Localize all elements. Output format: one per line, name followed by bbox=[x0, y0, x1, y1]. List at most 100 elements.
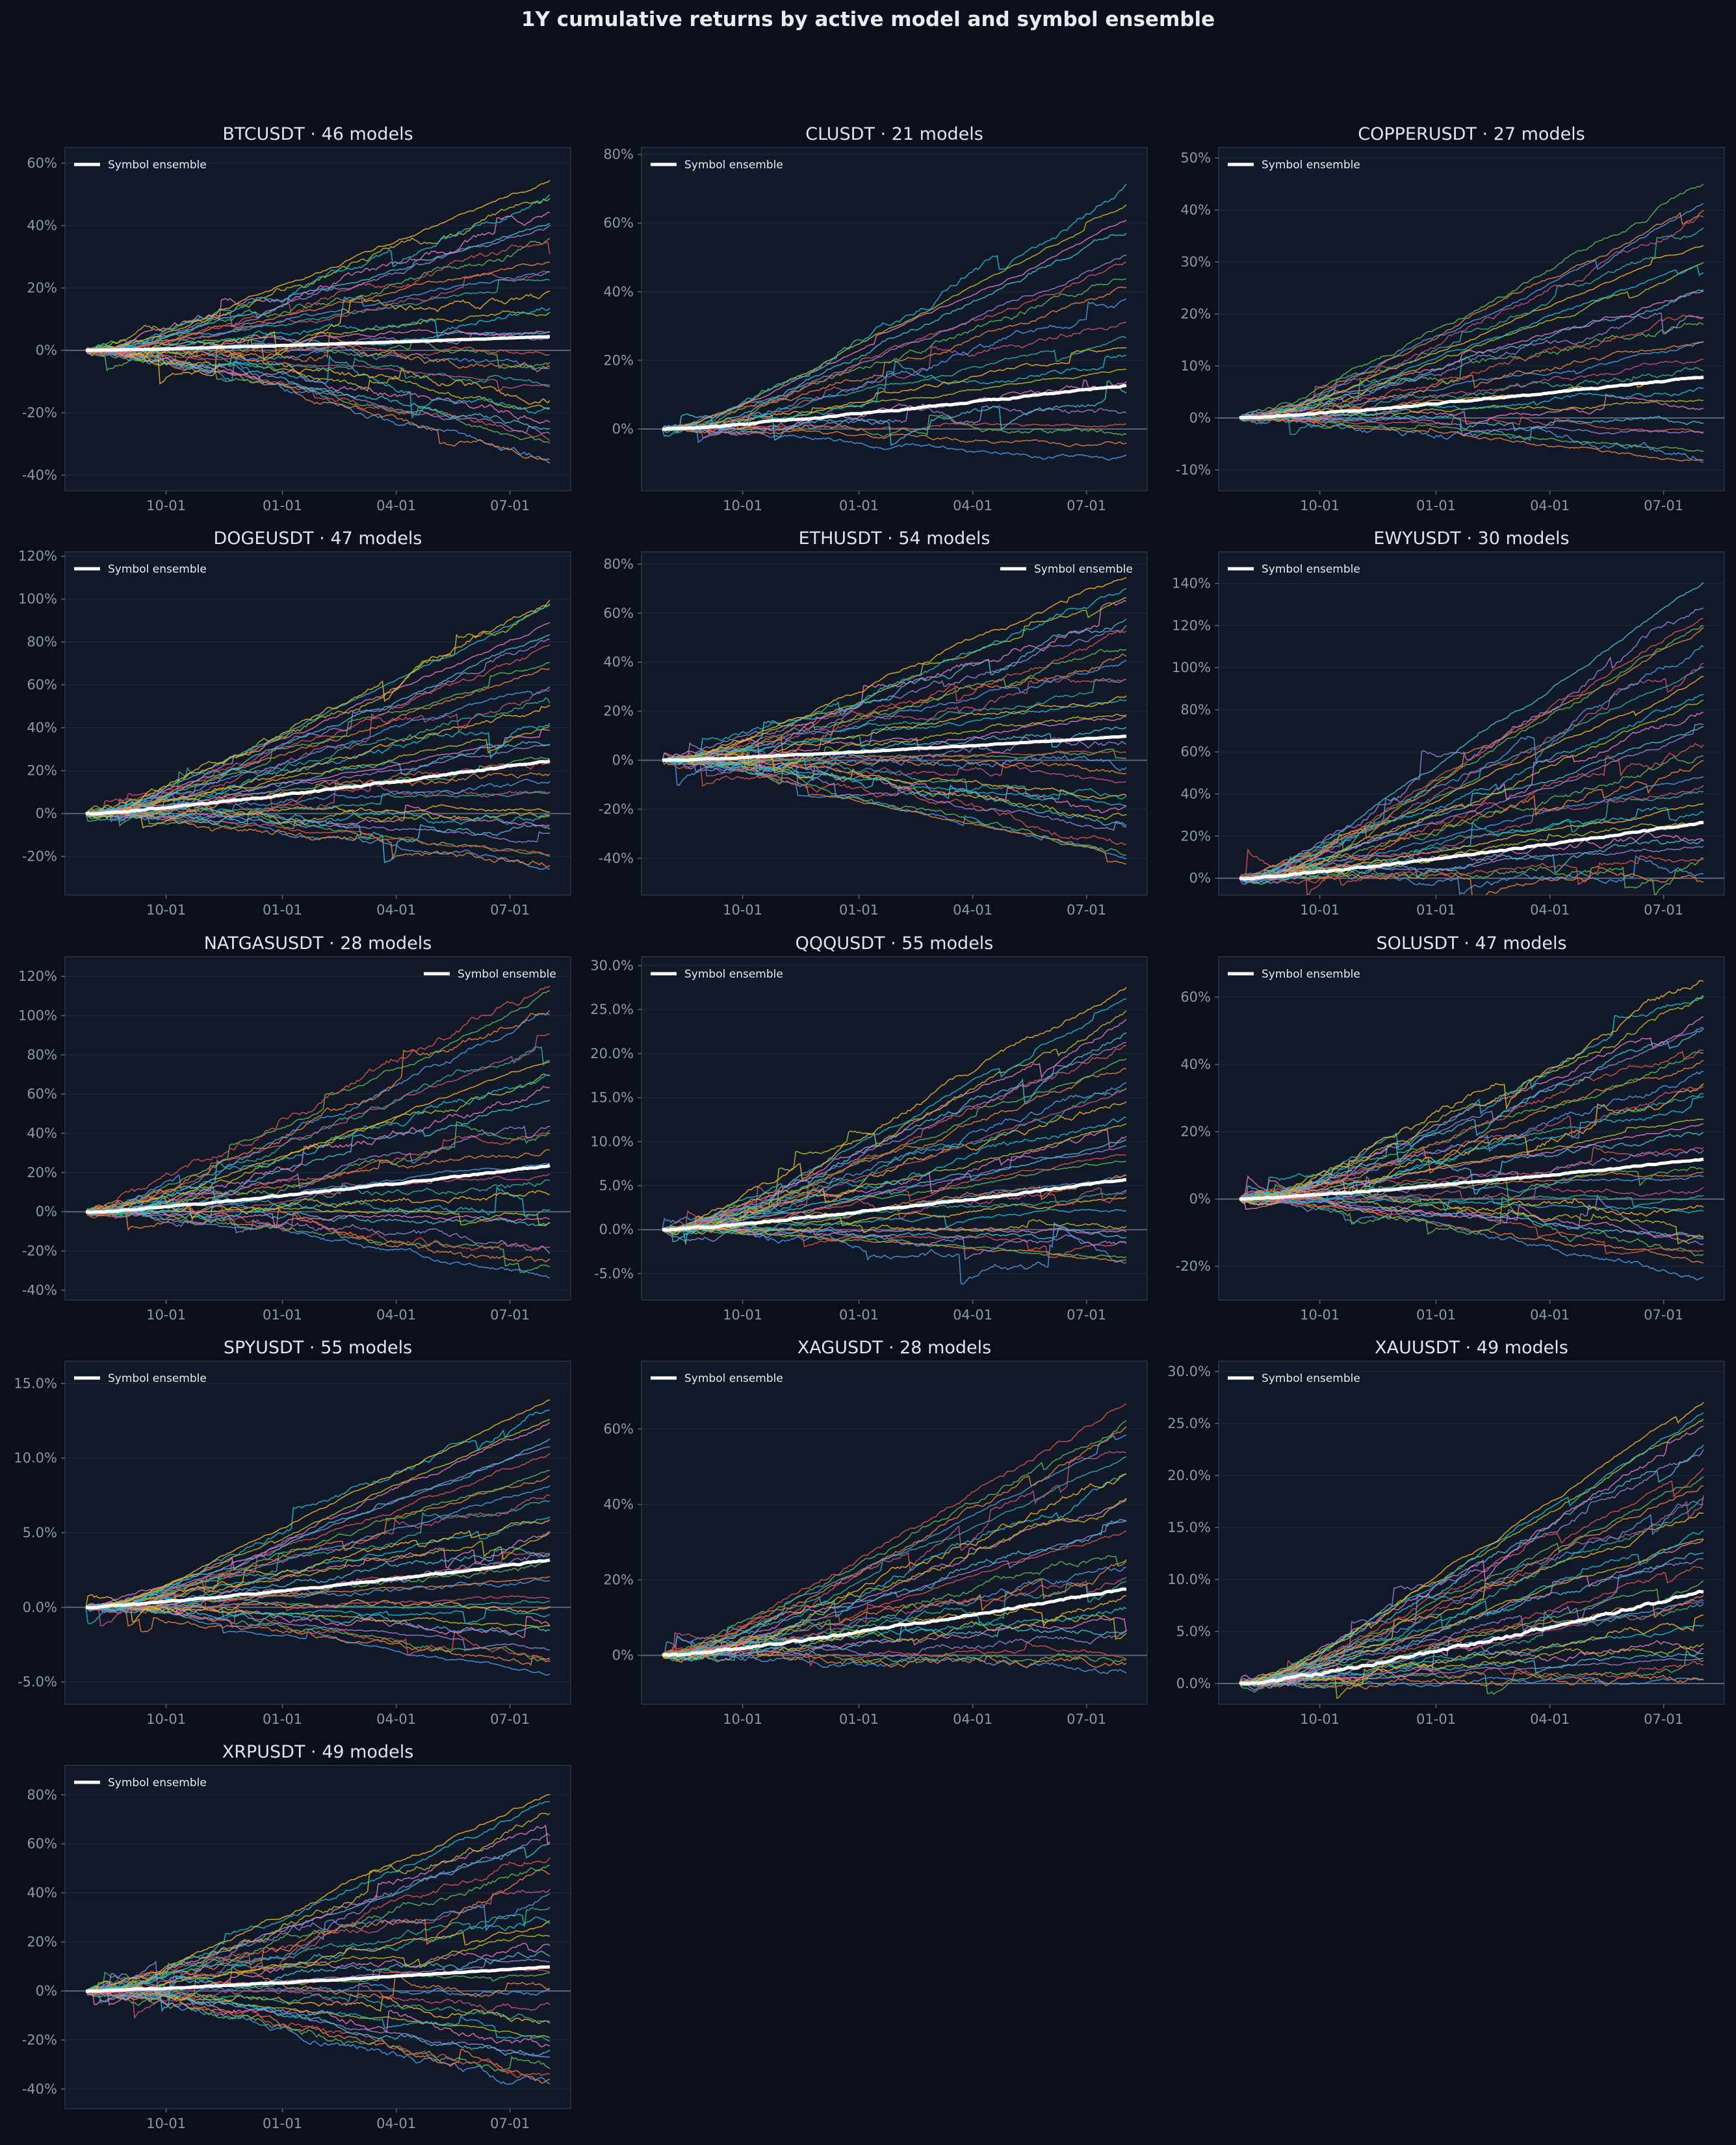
chart-title: COPPERUSDT · 27 models bbox=[1358, 124, 1585, 144]
model-series-line bbox=[85, 1559, 551, 1613]
model-series-line bbox=[662, 1617, 1127, 1660]
y-tick-label: 100% bbox=[18, 1008, 57, 1024]
x-tick-label: 10-01 bbox=[723, 498, 762, 514]
legend: Symbol ensemble bbox=[651, 1372, 783, 1385]
model-series-line bbox=[85, 729, 551, 814]
legend-label: Symbol ensemble bbox=[108, 1372, 207, 1385]
legend-label: Symbol ensemble bbox=[108, 563, 207, 576]
model-series-line bbox=[1239, 227, 1704, 422]
ensemble-line bbox=[662, 1178, 1127, 1232]
chart-title: XRPUSDT · 49 models bbox=[222, 1742, 414, 1762]
model-series-line bbox=[662, 1606, 1127, 1662]
model-series-line bbox=[85, 985, 551, 1219]
model-series-line bbox=[85, 1475, 551, 1608]
y-tick-label: 120% bbox=[18, 968, 57, 984]
model-series-line bbox=[85, 1919, 551, 1993]
model-series-line bbox=[662, 261, 1127, 431]
y-tick-label: 40% bbox=[1180, 202, 1211, 218]
chart-panel: XRPUSDT · 49 models -40% -20% 0% 20% 40% 60% 80… bbox=[22, 1742, 571, 2131]
model-series-line bbox=[662, 1116, 1127, 1235]
model-series-line bbox=[1239, 1401, 1704, 1686]
series-group bbox=[662, 183, 1127, 461]
model-series-line bbox=[85, 1125, 551, 1214]
model-series-line bbox=[662, 1450, 1127, 1658]
model-series-line bbox=[1239, 1194, 1704, 1245]
model-series-line bbox=[662, 597, 1127, 762]
y-tick-label: 40% bbox=[603, 1496, 634, 1512]
x-tick-label: 07-01 bbox=[1644, 1711, 1683, 1727]
model-series-line bbox=[85, 348, 551, 410]
model-series-line bbox=[85, 1485, 551, 1608]
model-series-line bbox=[1239, 1676, 1704, 1689]
model-series-line bbox=[85, 350, 551, 391]
x-tick-label: 04-01 bbox=[1530, 1711, 1570, 1727]
y-tick-label: 80% bbox=[27, 1047, 57, 1063]
model-series-line bbox=[1239, 865, 1704, 895]
legend-label: Symbol ensemble bbox=[108, 159, 207, 172]
model-series-line bbox=[85, 1553, 551, 1614]
model-series-line bbox=[662, 998, 1126, 1230]
y-tick-label: -20% bbox=[1176, 1258, 1211, 1274]
y-tick-label: -40% bbox=[22, 2081, 57, 2097]
x-tick-label: 01-01 bbox=[839, 1307, 879, 1323]
y-tick-label: 0% bbox=[612, 753, 634, 768]
model-series-line bbox=[662, 1190, 1127, 1233]
y-tick-label: 80% bbox=[27, 634, 57, 650]
chart-panel: EWYUSDT · 30 models 0% 20% 40% 60% 80% 100% 120… bbox=[1172, 528, 1725, 918]
model-series-line bbox=[85, 211, 551, 355]
y-tick-label: 20% bbox=[603, 703, 634, 719]
x-tick-label: 07-01 bbox=[1644, 902, 1683, 918]
y-tick-label: 40% bbox=[27, 1126, 57, 1141]
chart-title: DOGEUSDT · 47 models bbox=[213, 528, 422, 549]
y-tick-label: -40% bbox=[22, 1282, 57, 1298]
y-tick-label: 60% bbox=[603, 1421, 634, 1436]
y-tick-label: 0% bbox=[1189, 1191, 1211, 1207]
model-series-line bbox=[1239, 1418, 1704, 1684]
ensemble-line bbox=[1239, 375, 1704, 420]
chart-panel: QQQUSDT · 55 models -5.0% 0.0% 5.0% 10.0% 15.… bbox=[590, 933, 1148, 1323]
model-series-line bbox=[662, 354, 1127, 430]
x-tick-label: 01-01 bbox=[263, 1307, 302, 1323]
y-tick-label: 80% bbox=[1180, 702, 1211, 718]
model-series-line bbox=[85, 1074, 551, 1217]
y-tick-label: -40% bbox=[599, 850, 634, 866]
y-tick-label: 20% bbox=[27, 1934, 57, 1950]
model-series-line bbox=[662, 759, 1127, 784]
model-series-line bbox=[85, 1073, 551, 1212]
y-tick-label: 15.0% bbox=[14, 1375, 57, 1391]
y-tick-label: 15.0% bbox=[590, 1090, 634, 1106]
model-series-line bbox=[662, 1197, 1127, 1231]
model-series-line bbox=[662, 1042, 1126, 1232]
model-series-line bbox=[85, 1984, 551, 2025]
x-tick-label: 04-01 bbox=[376, 2116, 416, 2131]
figure-title: 1Y cumulative returns by active model an… bbox=[521, 8, 1215, 31]
model-series-line bbox=[85, 1800, 551, 1993]
model-series-line bbox=[85, 1470, 551, 1609]
y-tick-label: 5.0% bbox=[1176, 1624, 1211, 1639]
model-series-line bbox=[1239, 627, 1704, 879]
model-series-line bbox=[85, 343, 551, 405]
ensemble-line bbox=[85, 1965, 551, 1993]
plot-area bbox=[64, 551, 571, 896]
y-tick-label: 60% bbox=[1180, 989, 1211, 1005]
model-series-line bbox=[1239, 1643, 1704, 1699]
y-tick-label: -10% bbox=[1176, 462, 1211, 478]
ensemble-line bbox=[85, 759, 551, 816]
model-series-line bbox=[86, 1865, 551, 1992]
model-series-line bbox=[1239, 1197, 1704, 1255]
x-tick-label: 07-01 bbox=[1644, 498, 1683, 514]
model-series-line bbox=[1239, 183, 1704, 419]
model-series-line bbox=[662, 1019, 1127, 1232]
model-series-line bbox=[85, 779, 551, 816]
series-group bbox=[85, 599, 551, 870]
x-tick-label: 10-01 bbox=[1300, 498, 1340, 514]
model-series-line bbox=[85, 1186, 551, 1223]
y-tick-label: -20% bbox=[22, 2032, 57, 2048]
y-tick-label: 10.0% bbox=[14, 1450, 57, 1466]
chart-panel: SOLUSDT · 47 models -20% 0% 20% 40% 60% 10-01 0… bbox=[1176, 933, 1725, 1323]
model-series-line bbox=[1239, 1669, 1704, 1690]
x-tick-label: 10-01 bbox=[723, 1307, 762, 1323]
x-tick-label: 04-01 bbox=[376, 1711, 416, 1727]
x-tick-label: 10-01 bbox=[723, 1711, 762, 1727]
x-tick-label: 07-01 bbox=[490, 1307, 530, 1323]
